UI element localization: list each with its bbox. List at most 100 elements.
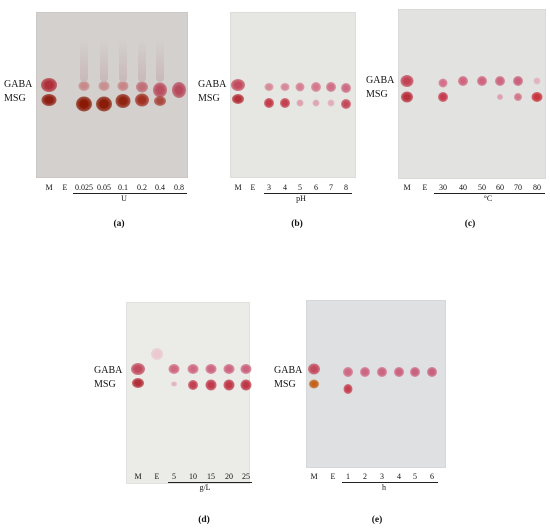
- msg-spot-b-9: [312, 99, 320, 107]
- gaba-spot-b-6: [295, 82, 305, 92]
- lane-streak-a-0: [80, 40, 88, 82]
- msg-spot-a-7: [115, 94, 131, 108]
- unit-underline-e: [342, 482, 438, 483]
- gaba-spot-b-8: [311, 82, 321, 92]
- gaba-spot-e-4: [360, 367, 370, 377]
- unit-underline-d: [168, 482, 252, 483]
- gaba-spot-b-2: [264, 83, 274, 91]
- tlc-plate-c: [398, 9, 546, 179]
- msg-spot-b-5: [280, 98, 290, 108]
- unit-label-c: °C: [483, 194, 493, 203]
- lane-label-e-6: 5: [413, 472, 417, 481]
- lane-label-d-1: E: [154, 472, 160, 481]
- msg-spot-c-9: [514, 93, 522, 101]
- msg-spot-d-4: [171, 381, 177, 387]
- msg-spot-d-12: [240, 379, 252, 391]
- lane-label-c-7: 80: [533, 183, 541, 192]
- gaba-label-d: GABA: [94, 365, 123, 376]
- gaba-spot-a-2: [78, 81, 90, 91]
- lane-label-d-3: 10: [189, 472, 197, 481]
- lane-label-b-0: M: [234, 183, 242, 192]
- msg-spot-a-11: [154, 96, 166, 106]
- msg-label-a: MSG: [4, 93, 26, 104]
- gaba-spot-c-6: [495, 76, 505, 86]
- msg-label-d: MSG: [94, 379, 116, 390]
- panel-label-e: (e): [371, 515, 383, 525]
- gaba-spot-d-11: [240, 364, 252, 374]
- lane-label-c-6: 70: [514, 183, 522, 192]
- msg-spot-a-3: [76, 96, 92, 112]
- unit-label-b: pH: [296, 194, 306, 203]
- gaba-spot-a-6: [117, 81, 129, 91]
- msg-spot-c-1: [401, 91, 413, 103]
- gaba-spot-c-0: [400, 75, 414, 87]
- msg-spot-a-9: [135, 93, 149, 107]
- gaba-spot-b-10: [326, 82, 336, 92]
- tlc-plate-d: [126, 302, 250, 484]
- gaba-label-c: GABA: [366, 75, 395, 86]
- lane-label-e-0: M: [310, 472, 318, 481]
- unit-label-d: g/L: [199, 483, 211, 492]
- msg-spot-b-13: [341, 99, 351, 109]
- lane-streak-a-4: [156, 40, 164, 82]
- lane-label-d-5: 20: [225, 472, 233, 481]
- lane-label-e-4: 3: [380, 472, 384, 481]
- gaba-spot-e-7: [410, 367, 420, 377]
- gaba-spot-a-4: [98, 81, 110, 91]
- msg-spot-d-1: [132, 378, 144, 388]
- gaba-label-e: GABA: [274, 365, 303, 376]
- lane-label-e-1: E: [330, 472, 336, 481]
- lane-label-c-4: 50: [478, 183, 486, 192]
- gaba-spot-d-3: [168, 364, 180, 374]
- msg-spot-c-7: [497, 94, 503, 100]
- unit-label-e: h: [382, 483, 386, 492]
- lane-label-d-6: 25: [242, 472, 250, 481]
- msg-spot-a-5: [96, 96, 112, 112]
- msg-label-c: MSG: [366, 89, 388, 100]
- unit-underline-c: [434, 193, 545, 194]
- tlc-plate-b: [230, 12, 356, 178]
- msg-spot-d-6: [188, 380, 198, 390]
- lane-label-a-1: E: [62, 183, 68, 192]
- msg-spot-e-1: [309, 379, 319, 389]
- lane-label-c-0: M: [403, 183, 411, 192]
- panel-label-a: (a): [113, 219, 125, 229]
- gaba-spot-c-2: [438, 78, 448, 88]
- gaba-spot-c-8: [513, 76, 523, 86]
- gaba-spot-c-10: [533, 77, 541, 85]
- gaba-spot-a-0: [41, 78, 57, 92]
- lane-label-a-6: 0.4: [155, 183, 165, 192]
- gaba-spot-d-0: [131, 363, 145, 375]
- lane-streak-a-2: [119, 40, 127, 82]
- gaba-spot-d-9: [223, 364, 235, 374]
- lane-label-e-7: 6: [430, 472, 434, 481]
- msg-label-b: MSG: [198, 93, 220, 104]
- unit-label-a: U: [121, 194, 127, 203]
- lane-label-b-2: 3: [267, 183, 271, 192]
- gaba-label-a: GABA: [4, 79, 33, 90]
- lane-label-a-7: 0.8: [174, 183, 184, 192]
- lane-streak-a-3: [138, 40, 146, 82]
- lane-streak-a-1: [100, 40, 108, 82]
- panel-label-b: (b): [291, 219, 303, 229]
- lane-label-c-2: 30: [439, 183, 447, 192]
- lane-label-a-5: 0.2: [137, 183, 147, 192]
- gaba-spot-a-8: [136, 81, 148, 93]
- lane-label-e-2: 1: [346, 472, 350, 481]
- lane-label-e-3: 2: [363, 472, 367, 481]
- gaba-spot-c-4: [458, 76, 468, 86]
- gaba-spot-e-6: [394, 367, 404, 377]
- lane-label-a-2: 0.025: [75, 183, 93, 192]
- unit-underline-b: [264, 193, 352, 194]
- msg-spot-d-10: [223, 379, 235, 391]
- lane-label-c-1: E: [422, 183, 428, 192]
- gaba-spot-e-0: [308, 363, 320, 375]
- gaba-spot-c-5: [477, 76, 487, 86]
- msg-spot-b-1: [232, 94, 244, 104]
- gaba-spot-a-10: [153, 82, 167, 98]
- gaba-spot-b-0: [231, 79, 245, 91]
- lane-label-c-5: 60: [496, 183, 504, 192]
- lane-label-a-4: 0.1: [118, 183, 128, 192]
- lane-label-b-7: 8: [344, 183, 348, 192]
- lane-label-e-5: 4: [397, 472, 401, 481]
